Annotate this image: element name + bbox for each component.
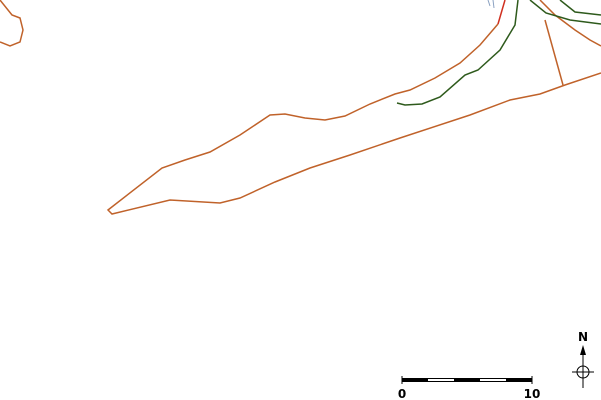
scale-label: 0 xyxy=(398,387,406,400)
coastline xyxy=(539,0,601,47)
coastline xyxy=(544,19,564,86)
feature xyxy=(487,0,495,9)
north-label: N xyxy=(578,330,588,344)
road xyxy=(497,0,506,25)
scale-label: 10 xyxy=(524,387,541,400)
scale-bar xyxy=(401,376,533,384)
north-arrow xyxy=(572,345,594,388)
coastline xyxy=(106,23,601,215)
river xyxy=(559,0,601,16)
coastline xyxy=(0,0,24,47)
river xyxy=(529,0,601,25)
river xyxy=(396,0,519,106)
